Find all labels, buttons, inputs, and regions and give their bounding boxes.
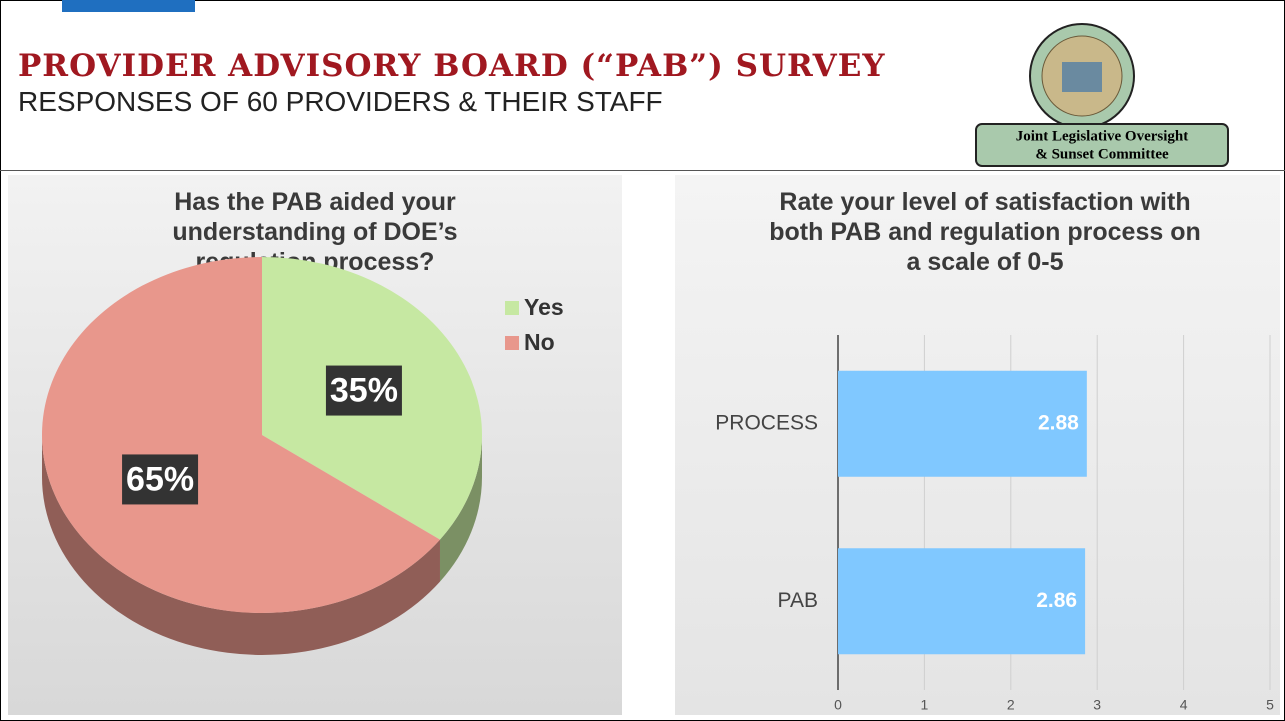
bar [838, 370, 1087, 477]
pie-panel: Has the PAB aided your understanding of … [8, 175, 622, 715]
logo: Joint Legislative Oversight & Sunset Com… [975, 23, 1229, 167]
data-label: 2.88 [1038, 411, 1079, 434]
logo-line: & Sunset Committee [1035, 146, 1169, 162]
data-label: 35% [330, 372, 398, 410]
bar [838, 548, 1086, 655]
x-tick-label: 2 [1007, 697, 1015, 713]
label-box [122, 454, 199, 505]
logo-line: Joint Legislative Oversight [1016, 128, 1189, 144]
chart-title: Rate your level of satisfaction with bot… [769, 188, 1201, 276]
slide-title: PROVIDER ADVISORY BOARD (“PAB”) SURVEY [18, 48, 886, 84]
x-tick-label: 4 [1180, 697, 1188, 713]
y-tick-label: PROCESS [715, 411, 818, 434]
legend-swatch [505, 336, 519, 350]
x-tick-label: 1 [921, 697, 929, 713]
data-label: 65% [126, 460, 194, 498]
bar-panel: Rate your level of satisfaction with bot… [675, 175, 1280, 715]
x-tick-label: 5 [1266, 697, 1274, 713]
pie-chart: 35% 65% Yes No [41, 257, 564, 655]
slice-side [42, 435, 440, 655]
x-tick-label: 0 [834, 697, 842, 713]
bar-chart: 0 1 2 3 4 5 PROCESS 2.88 PAB 2.86 [715, 335, 1274, 713]
legend-label: No [524, 329, 555, 355]
slice-side [439, 435, 482, 582]
label-box [325, 365, 402, 416]
legend-label: Yes [524, 294, 564, 320]
data-label: 2.86 [1036, 589, 1077, 612]
y-tick-label: PAB [778, 589, 818, 612]
divider [0, 170, 1285, 171]
pie-slice [41, 257, 440, 613]
x-tick-label: 3 [1093, 697, 1101, 713]
legend-swatch [505, 301, 519, 315]
slide-subtitle: RESPONSES OF 60 PROVIDERS & THEIR STAFF [18, 86, 663, 117]
accent-bar [62, 0, 195, 12]
